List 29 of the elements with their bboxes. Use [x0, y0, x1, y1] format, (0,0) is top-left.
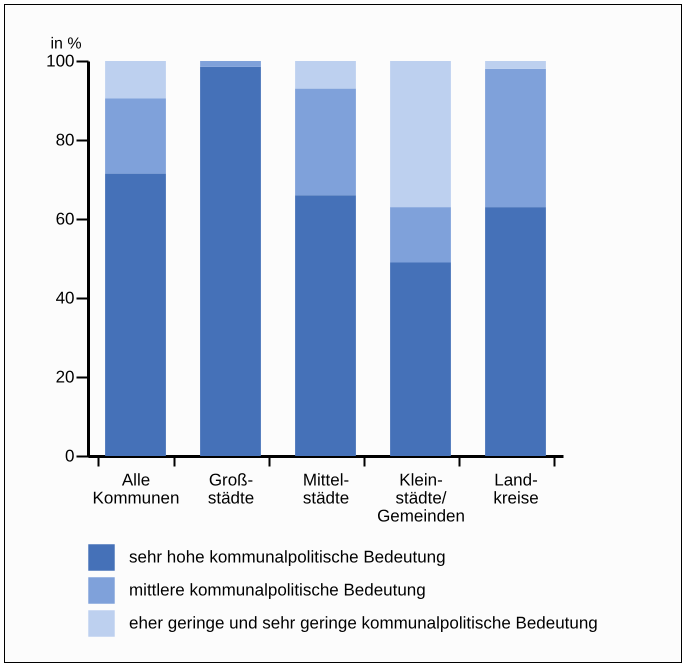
y-tick-label: 80	[56, 130, 74, 150]
x-tick-label: Mittel- städte	[302, 470, 350, 508]
bar	[485, 207, 546, 456]
y-tick-label: 40	[56, 288, 74, 308]
x-tick-label: Klein- städte/ Gemeinden	[377, 470, 465, 526]
legend-label: eher geringe und sehr geringe kommunalpolitische Bedeutung	[129, 614, 598, 632]
y-tick-label: 60	[56, 210, 74, 228]
bar	[200, 66, 261, 456]
bar	[390, 207, 451, 262]
y-axis-title: in %	[50, 36, 82, 52]
legend-label: mittlere kommunalpolitische Bedeutung	[129, 580, 426, 600]
y-tick-label: 100	[46, 52, 74, 70]
bar	[485, 61, 546, 69]
y-tick-label: 20	[56, 368, 74, 386]
bar	[295, 61, 356, 89]
bar	[485, 68, 546, 208]
bar	[105, 61, 166, 99]
legend-label: sehr hohe kommunalpolitische Bedeutung	[129, 548, 446, 566]
x-tick-label: Alle Kommunen	[92, 470, 180, 508]
x-tick-label: Groß- städte	[208, 470, 254, 508]
bar	[105, 174, 166, 456]
bar	[390, 262, 451, 456]
bar	[105, 98, 166, 174]
bar	[390, 61, 451, 208]
bar	[295, 195, 356, 456]
bar	[200, 61, 261, 67]
bar	[295, 88, 356, 196]
y-tick-label: 0	[65, 446, 74, 466]
x-tick-label: Land- kreise	[493, 470, 539, 508]
